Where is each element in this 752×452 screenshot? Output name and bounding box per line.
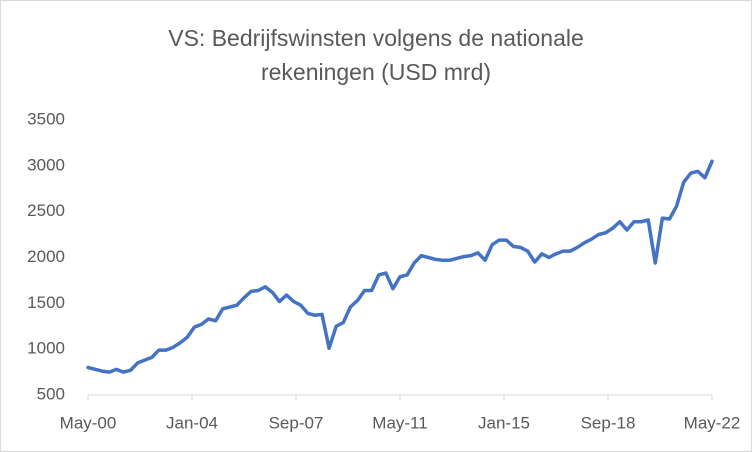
y-tick-label: 2500 — [27, 201, 65, 220]
y-tick-label: 2000 — [27, 247, 65, 266]
y-tick-label: 3500 — [27, 109, 65, 128]
x-tick-label: May-11 — [372, 413, 427, 432]
data-line — [86, 159, 714, 374]
y-tick-label: 1000 — [27, 339, 65, 358]
chart-title: rekeningen (USD mrd) — [261, 59, 491, 85]
x-tick-label: May-00 — [60, 413, 117, 432]
y-tick-label: 1500 — [27, 293, 65, 312]
x-tick-label: Jan-04 — [166, 413, 218, 432]
x-tick-label: Sep-07 — [269, 413, 324, 432]
y-tick-label: 500 — [37, 384, 65, 403]
x-tick-label: Sep-18 — [581, 413, 636, 432]
x-tick-label: May-22 — [684, 413, 741, 432]
chart-title: VS: Bedrijfswinsten volgens de nationale — [168, 25, 584, 51]
y-tick-label: 3000 — [27, 155, 65, 174]
x-tick-label: Jan-15 — [478, 413, 530, 432]
